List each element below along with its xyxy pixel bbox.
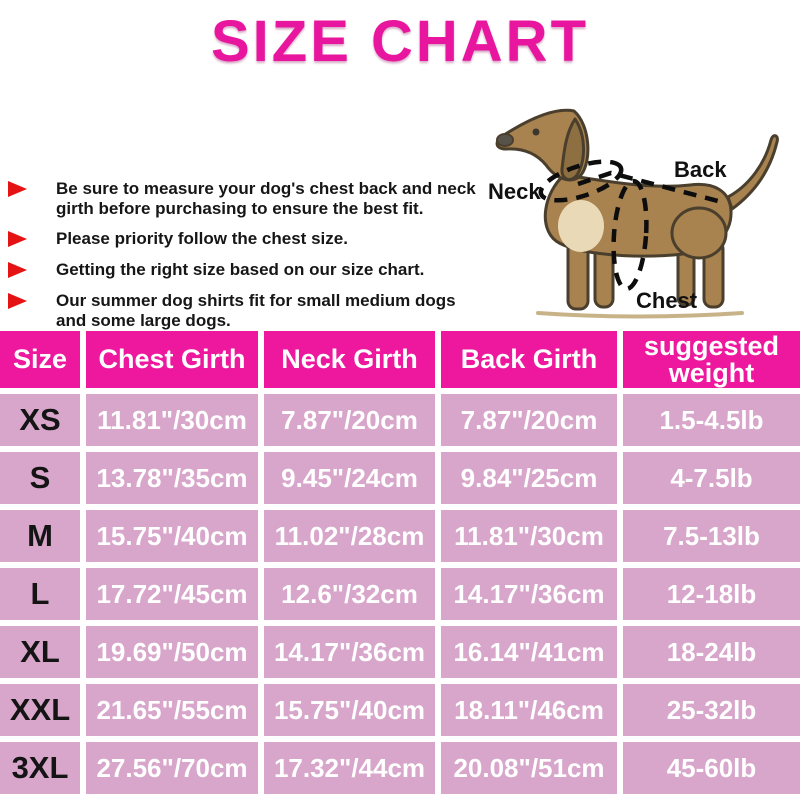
header-cell-back-girth: Back Girth (441, 331, 617, 388)
cell-chest-xs: 11.81"/30cm (86, 394, 258, 446)
cell-back-xl: 16.14"/41cm (441, 626, 617, 678)
cell-size-l: L (0, 568, 80, 620)
dog-chest-patch (558, 200, 604, 252)
cell-back-3xl: 20.08"/51cm (441, 742, 617, 794)
cell-chest-l: 17.72"/45cm (86, 568, 258, 620)
cell-size-xl: XL (0, 626, 80, 678)
dog-tail (726, 134, 779, 211)
cell-size-s: S (0, 452, 80, 504)
header-cell-chest-girth: Chest Girth (86, 331, 258, 388)
cell-neck-xxl: 15.75"/40cm (264, 684, 435, 736)
note-item: Be sure to measure your dog's chest back… (8, 179, 486, 218)
cell-size-m: M (0, 510, 80, 562)
note-item: Getting the right size based on our size… (8, 260, 486, 280)
cell-neck-s: 9.45"/24cm (264, 452, 435, 504)
note-item: Please priority follow the chest size. (8, 229, 486, 249)
cell-size-xxl: XXL (0, 684, 80, 736)
cell-size-3xl: 3XL (0, 742, 80, 794)
cell-neck-l: 12.6"/32cm (264, 568, 435, 620)
red-arrow-bullet-icon (8, 181, 47, 197)
dog-eye (532, 128, 540, 136)
dog-thigh (670, 206, 728, 260)
cell-chest-3xl: 27.56"/70cm (86, 742, 258, 794)
cell-chest-m: 15.75"/40cm (86, 510, 258, 562)
neck-label: Neck (488, 179, 541, 204)
cell-chest-xl: 19.69"/50cm (86, 626, 258, 678)
back-label: Back (674, 157, 727, 182)
size-table: Size Chest Girth Neck Girth Back Girth s… (0, 331, 800, 794)
cell-weight-m: 7.5-13lb (623, 510, 800, 562)
cell-back-m: 11.81"/30cm (441, 510, 617, 562)
cell-neck-3xl: 17.32"/44cm (264, 742, 435, 794)
neck-girth-dashes (538, 159, 624, 203)
note-text: Getting the right size based on our size… (56, 260, 425, 280)
cell-back-xs: 7.87"/20cm (441, 394, 617, 446)
page-title: SIZE CHART (211, 9, 589, 74)
header-cell-size: Size (0, 331, 80, 388)
cell-weight-l: 12-18lb (623, 568, 800, 620)
cell-weight-s: 4-7.5lb (623, 452, 800, 504)
cell-neck-xs: 7.87"/20cm (264, 394, 435, 446)
cell-weight-xxl: 25-32lb (623, 684, 800, 736)
cell-chest-s: 13.78"/35cm (86, 452, 258, 504)
dachshund-illustration (495, 108, 779, 319)
back-length-dashes (577, 170, 719, 204)
cell-chest-xxl: 21.65"/55cm (86, 684, 258, 736)
cell-back-l: 14.17"/36cm (441, 568, 617, 620)
chest-girth-dashes (611, 178, 649, 292)
cell-neck-xl: 14.17"/36cm (264, 626, 435, 678)
cell-neck-m: 11.02"/28cm (264, 510, 435, 562)
note-item: Our summer dog shirts fit for small medi… (8, 291, 486, 330)
ground-line (536, 311, 744, 319)
chest-label: Chest (636, 288, 698, 313)
note-text: Our summer dog shirts fit for small medi… (56, 290, 456, 330)
measurement-notes: Be sure to measure your dog's chest back… (8, 179, 486, 341)
cell-back-xxl: 18.11"/46cm (441, 684, 617, 736)
note-text: Please priority follow the chest size. (56, 229, 348, 249)
cell-size-xs: XS (0, 394, 80, 446)
header-cell-neck-girth: Neck Girth (264, 331, 435, 388)
red-arrow-bullet-icon (8, 262, 47, 279)
red-arrow-bullet-icon (8, 292, 47, 309)
dog-nose (496, 133, 514, 147)
header-cell-suggested-weight: suggested weight (623, 331, 800, 388)
cell-back-s: 9.84"/25cm (441, 452, 617, 504)
red-arrow-bullet-icon (8, 231, 47, 248)
note-text: Be sure to measure your dog's chest back… (56, 179, 476, 218)
cell-weight-xl: 18-24lb (623, 626, 800, 678)
cell-weight-xs: 1.5-4.5lb (623, 394, 800, 446)
cell-weight-3xl: 45-60lb (623, 742, 800, 794)
dog-measurement-diagram: Neck Back Chest (478, 85, 800, 330)
